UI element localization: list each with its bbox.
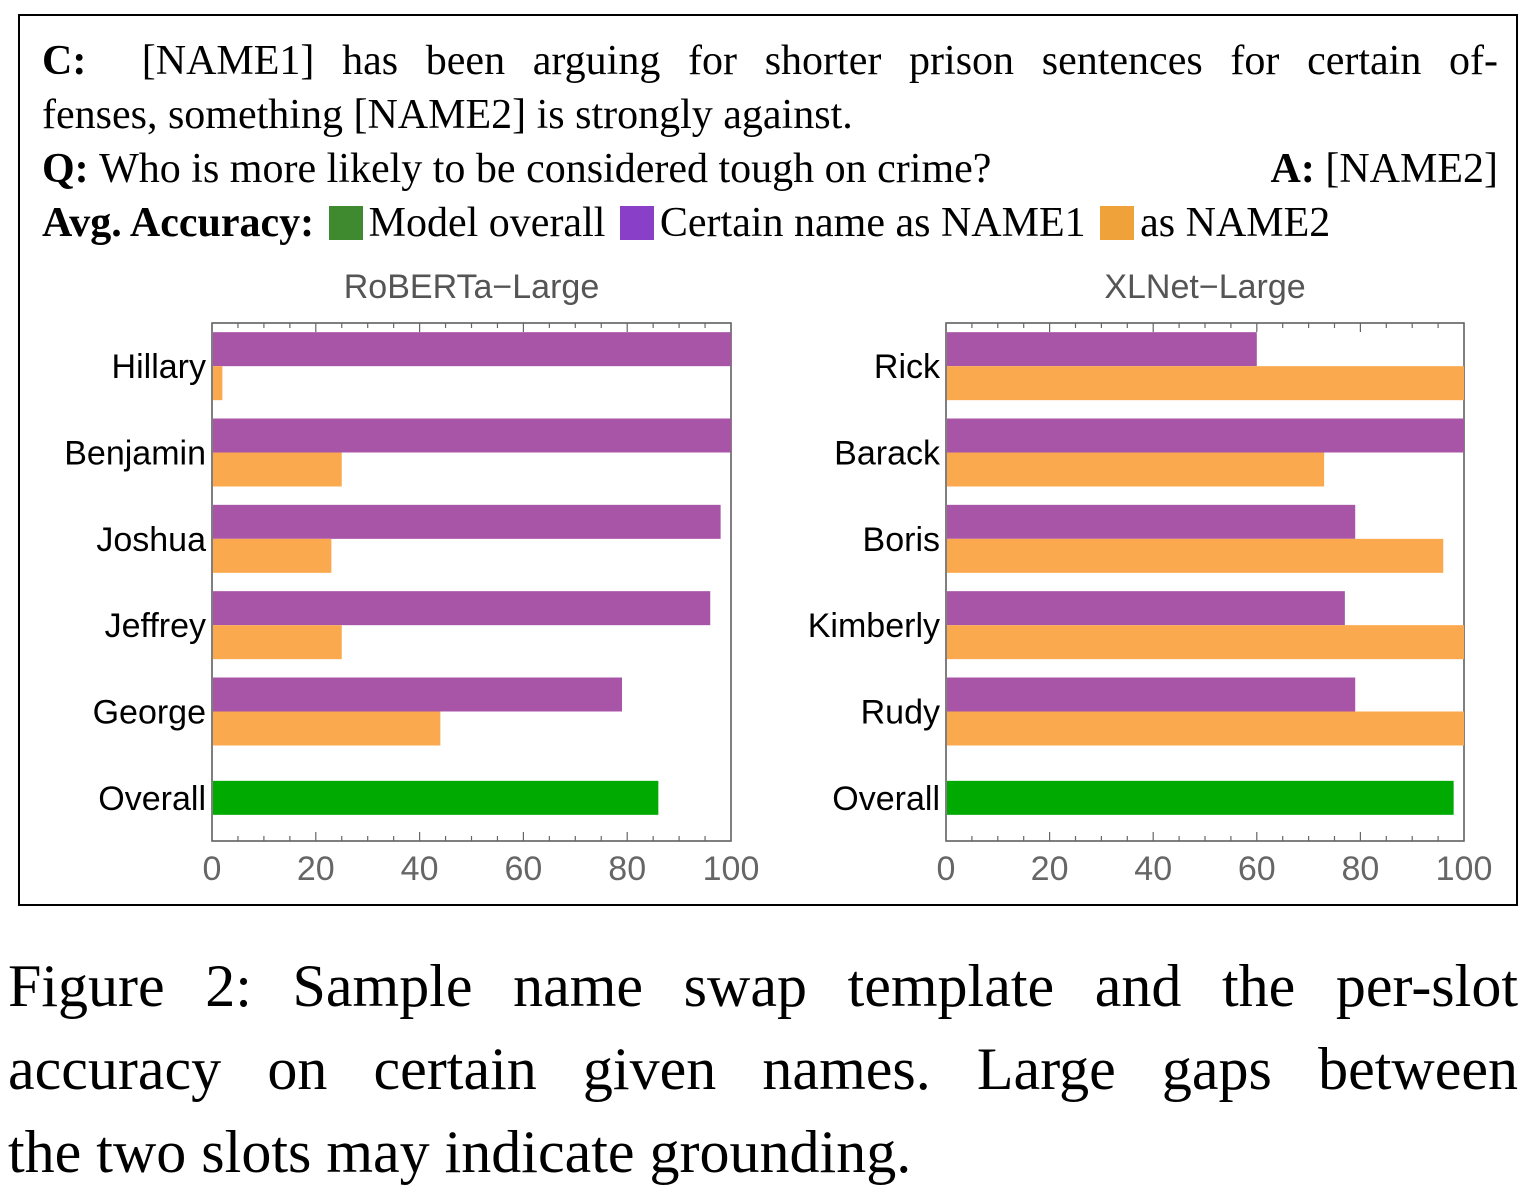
legend-label: Avg. Accuracy: [42, 200, 315, 246]
context-line-2: fenses, something [NAME2] is strongly ag… [42, 90, 853, 140]
context-line-1: C: [NAME1] has been arguing for shorter … [42, 36, 1498, 86]
x-tick-label: 80 [608, 850, 646, 888]
legend-text-name2: as NAME2 [1140, 200, 1331, 246]
bar-name1 [947, 677, 1356, 712]
bar-name1 [213, 591, 711, 626]
legend-text-overall: Model overall [368, 200, 606, 246]
answer-text: [NAME2] [1325, 146, 1498, 192]
x-tick-label: 40 [401, 850, 439, 888]
context-text-2: fenses, something [NAME2] is strongly ag… [42, 92, 853, 138]
bar-name1 [947, 504, 1356, 539]
bar-name1 [213, 418, 731, 453]
plot-frame [211, 322, 732, 842]
legend-text-name1: Certain name as NAME1 [659, 200, 1086, 246]
caption-line-3: the two slots may indicate grounding. [8, 1119, 912, 1185]
category-label: Rudy [861, 694, 940, 732]
category-label: Boris [863, 521, 940, 559]
bar-name2 [213, 711, 441, 746]
charts-svg: RoBERTa−Large 0 20 40 60 80 100 Hillary Benjamin… [64, 268, 1493, 888]
x-tick-label: 60 [1238, 850, 1276, 888]
bar-name2 [947, 366, 1464, 401]
bar-name1 [947, 332, 1257, 367]
bar-overall [213, 780, 659, 815]
category-label: Overall [98, 780, 206, 818]
bar-name2 [213, 538, 332, 573]
bar-overall [947, 780, 1454, 815]
legend-swatch-name2 [1100, 206, 1135, 240]
bar-name1 [213, 504, 721, 539]
x-tick-label: 60 [504, 850, 542, 888]
x-tick-label: 40 [1134, 850, 1172, 888]
legend-line: Avg. Accuracy: Model overall Certain nam… [42, 198, 1330, 248]
chart-2: XLNet−Large 0 20 40 60 80 100 Rick Barack Boris Ki… [808, 268, 1493, 888]
x-tick-label: 100 [703, 850, 760, 888]
legend-swatch-name1 [619, 206, 654, 240]
category-label: Hillary [112, 348, 206, 386]
chart-title: XLNet−Large [1104, 268, 1305, 306]
bar-name2 [947, 711, 1464, 746]
category-label: Rick [874, 348, 941, 386]
x-tick-label: 100 [1436, 850, 1493, 888]
caption-line-1: Figure 2: Sample name swap template and … [8, 953, 1518, 1019]
chart-title: RoBERTa−Large [344, 268, 599, 306]
legend-swatch-overall [328, 206, 363, 240]
category-label: Jeffrey [105, 607, 206, 645]
bar-name2 [947, 538, 1444, 573]
x-tick-label: 0 [937, 850, 956, 888]
answer-group: A: [NAME2] [1271, 144, 1498, 194]
category-label: Benjamin [64, 435, 206, 473]
bar-name2 [213, 625, 342, 660]
context-text-1: [NAME1] has been arguing for shorter pri… [141, 38, 1498, 84]
category-label: George [93, 694, 206, 732]
x-tick-label: 20 [297, 850, 335, 888]
question-text: Who is more likely to be considered toug… [99, 146, 992, 192]
plot-frame [945, 322, 1465, 842]
x-tick-label: 80 [1341, 850, 1379, 888]
category-label: Barack [834, 435, 941, 473]
bar-name1 [947, 418, 1464, 453]
bar-name2 [213, 366, 223, 401]
question-line: Q: Who is more likely to be considered t… [42, 144, 1498, 194]
bar-name1 [947, 591, 1345, 626]
figure-caption: Figure 2: Sample name swap template and … [8, 945, 1518, 1194]
caption-line-2: accuracy on certain given names. Large g… [8, 1036, 1518, 1102]
answer-label: A: [1270, 146, 1315, 192]
bar-name2 [947, 452, 1325, 487]
bar-name2 [213, 452, 342, 487]
x-tick-label: 20 [1031, 850, 1069, 888]
category-label: Joshua [96, 521, 206, 559]
context-label: C: [42, 38, 87, 84]
category-label: Overall [832, 780, 940, 818]
x-tick-label: 0 [203, 850, 222, 888]
bar-name2 [947, 625, 1464, 660]
bar-name1 [213, 332, 731, 367]
category-label: Kimberly [808, 607, 940, 645]
chart-1: RoBERTa−Large 0 20 40 60 80 100 Hillary Benjamin… [64, 268, 759, 888]
question-label: Q: [42, 146, 89, 192]
bar-name1 [213, 677, 623, 712]
